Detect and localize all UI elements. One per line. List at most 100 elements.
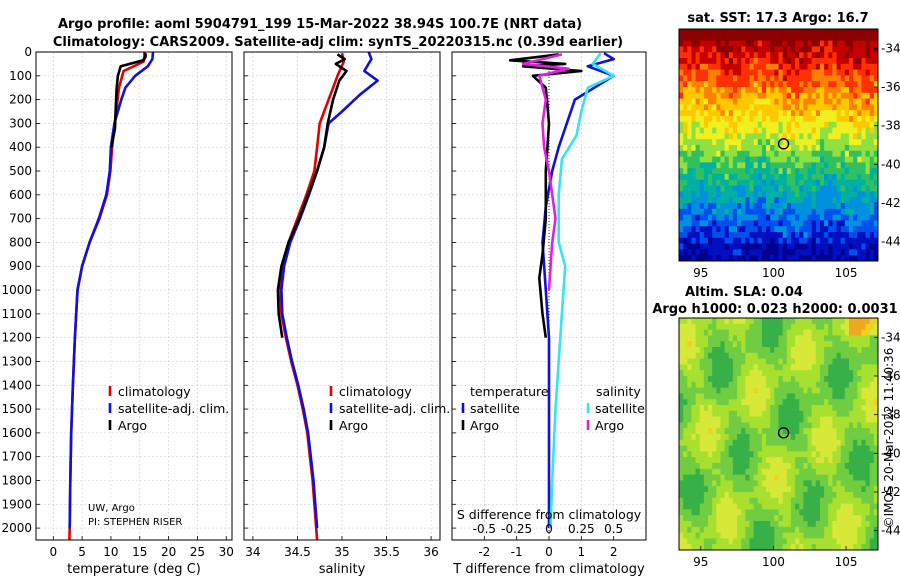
- legend-label: climatology: [339, 384, 412, 399]
- x-tick-label: 5: [78, 545, 86, 559]
- legend-label: satellite-adj. clim.: [339, 401, 450, 416]
- sst-map-title: sat. SST: 17.3 Argo: 16.7: [687, 11, 868, 26]
- credit-line1: UW, Argo: [88, 503, 135, 514]
- legend-label: Argo: [118, 418, 147, 433]
- figure-title-line1: Argo profile: aoml 5904791_199 15-Mar-20…: [58, 17, 582, 32]
- top-axis-label: S difference from climatology: [457, 507, 642, 522]
- map-x-tick-label: 100: [762, 555, 785, 569]
- top-tick-label: 0: [545, 522, 553, 536]
- map-y-tick-label: -34: [881, 330, 900, 344]
- map-x-tick-label: 105: [835, 266, 858, 280]
- map-y-tick-label: -38: [881, 408, 900, 422]
- map-y-tick-label: -42: [881, 196, 900, 210]
- map-y-tick-label: -40: [881, 157, 900, 171]
- y-tick-label: 1800: [1, 473, 32, 487]
- x-tick-label: 35: [334, 545, 349, 559]
- series-s-argo: [521, 53, 570, 291]
- x-axis-label: salinity: [319, 562, 366, 577]
- y-tick-label: 100: [9, 69, 32, 83]
- y-tick-label: 700: [9, 212, 32, 226]
- series-s-satellite: [549, 52, 615, 529]
- y-tick-label: 1700: [1, 450, 32, 464]
- x-tick-label: 2: [610, 545, 618, 559]
- credit-line2: PI: STEPHEN RISER: [88, 517, 182, 528]
- sla-map-panel: 95 100 105 -34 -36 -38 -40 -42 -44 Altim. SLA: 0.…: [652, 285, 900, 569]
- legend-title-salinity: salinity: [596, 384, 641, 399]
- map-y-tick-label: -40: [881, 446, 900, 460]
- x-tick-label: 36: [423, 545, 438, 559]
- x-tick-label: 0: [49, 545, 57, 559]
- y-tick-label: 2000: [1, 521, 32, 535]
- map-y-tick-label: -36: [881, 80, 900, 94]
- y-tick-label: 300: [9, 116, 32, 130]
- map-y-tick-label: -34: [881, 41, 900, 55]
- argo-location-marker: [777, 138, 790, 150]
- sst-heatmap-cells: [679, 29, 879, 262]
- map-y-tick-label: -36: [881, 369, 900, 383]
- map-y-tick-label: -44: [881, 524, 900, 538]
- series-climatology: [68, 52, 146, 541]
- map-y-tick-label: -38: [881, 119, 900, 133]
- y-tick-label: 500: [9, 164, 32, 178]
- legend-title-temperature: temperature: [470, 384, 549, 399]
- legend-label: Argo: [339, 418, 368, 433]
- x-axis-label: temperature (deg C): [67, 562, 201, 577]
- y-tick-label: 800: [9, 235, 32, 249]
- y-tick-label: 1400: [1, 378, 32, 392]
- top-tick-label: 0.25: [568, 522, 595, 536]
- y-tick-label: 1100: [1, 307, 32, 321]
- legend-label: satellite: [595, 401, 645, 416]
- x-tick-label: 15: [132, 545, 147, 559]
- x-tick-label: 25: [190, 545, 205, 559]
- y-tick-label: 1200: [1, 331, 32, 345]
- x-tick-label: 1: [578, 545, 586, 559]
- legend-label: Argo: [470, 418, 499, 433]
- y-tick-label: 200: [9, 93, 32, 107]
- x-tick-label: -1: [511, 545, 523, 559]
- series-satellite-adj.-clim.: [280, 51, 379, 529]
- map-y-tick-label: -42: [881, 485, 900, 499]
- y-tick-label: 600: [9, 188, 32, 202]
- y-tick-label: 400: [9, 140, 32, 154]
- series-argo: [110, 53, 147, 148]
- map-x-tick-label: 95: [693, 555, 708, 569]
- axes-frame: [243, 51, 441, 541]
- x-tick-label: 10: [103, 545, 118, 559]
- sst-map-panel: 95 100 105 -34 -36 -38 -40 -42 -44 sat. SST: 17.3…: [678, 11, 900, 280]
- top-tick-label: -0.5: [473, 522, 496, 536]
- map-frame: [678, 317, 879, 551]
- top-tick-label: -0.25: [501, 522, 532, 536]
- x-axis-label: T difference from climatology: [452, 562, 645, 577]
- argo-location-marker: [777, 427, 790, 439]
- series-argo: [276, 53, 348, 338]
- sla-map-title-line2: Argo h1000: 0.023 h2000: 0.0031: [652, 302, 897, 317]
- x-tick-label: 30: [219, 545, 234, 559]
- difference-panel: -2 -1 0 1 2 T difference from climatology temp…: [451, 51, 647, 577]
- x-tick-label: -2: [478, 545, 490, 559]
- legend-label: satellite: [470, 401, 520, 416]
- sla-map-title-line1: Altim. SLA: 0.04: [685, 285, 803, 300]
- series-t-argo: [508, 53, 583, 338]
- top-tick-label: 0.5: [604, 522, 623, 536]
- y-tick-label: 1300: [1, 354, 32, 368]
- y-tick-label: 1900: [1, 497, 32, 511]
- legend-label: satellite-adj. clim.: [118, 401, 229, 416]
- axes-frame: [451, 51, 647, 541]
- y-tick-label: 900: [9, 259, 32, 273]
- y-tick-label: 0: [24, 45, 32, 59]
- map-x-tick-label: 95: [693, 266, 708, 280]
- salinity-panel: 34 34.5 35 35.5 36 salinity climatology satelli…: [243, 51, 450, 577]
- series-satellite-adj.-clim.: [68, 51, 155, 529]
- legend-label: climatology: [118, 384, 191, 399]
- map-x-tick-label: 105: [835, 555, 858, 569]
- temperature-panel: 0100200300400500600700800900100011001200…: [1, 45, 233, 577]
- figure-title-line2: Climatology: CARS2009. Satellite-adj cli…: [53, 35, 623, 50]
- map-x-tick-label: 100: [762, 266, 785, 280]
- x-tick-label: 0: [545, 545, 553, 559]
- x-tick-label: 20: [161, 545, 176, 559]
- y-tick-label: 1000: [1, 283, 32, 297]
- x-tick-label: 34: [245, 545, 260, 559]
- legend-label: Argo: [595, 418, 624, 433]
- sla-heatmap-cells: [679, 318, 879, 551]
